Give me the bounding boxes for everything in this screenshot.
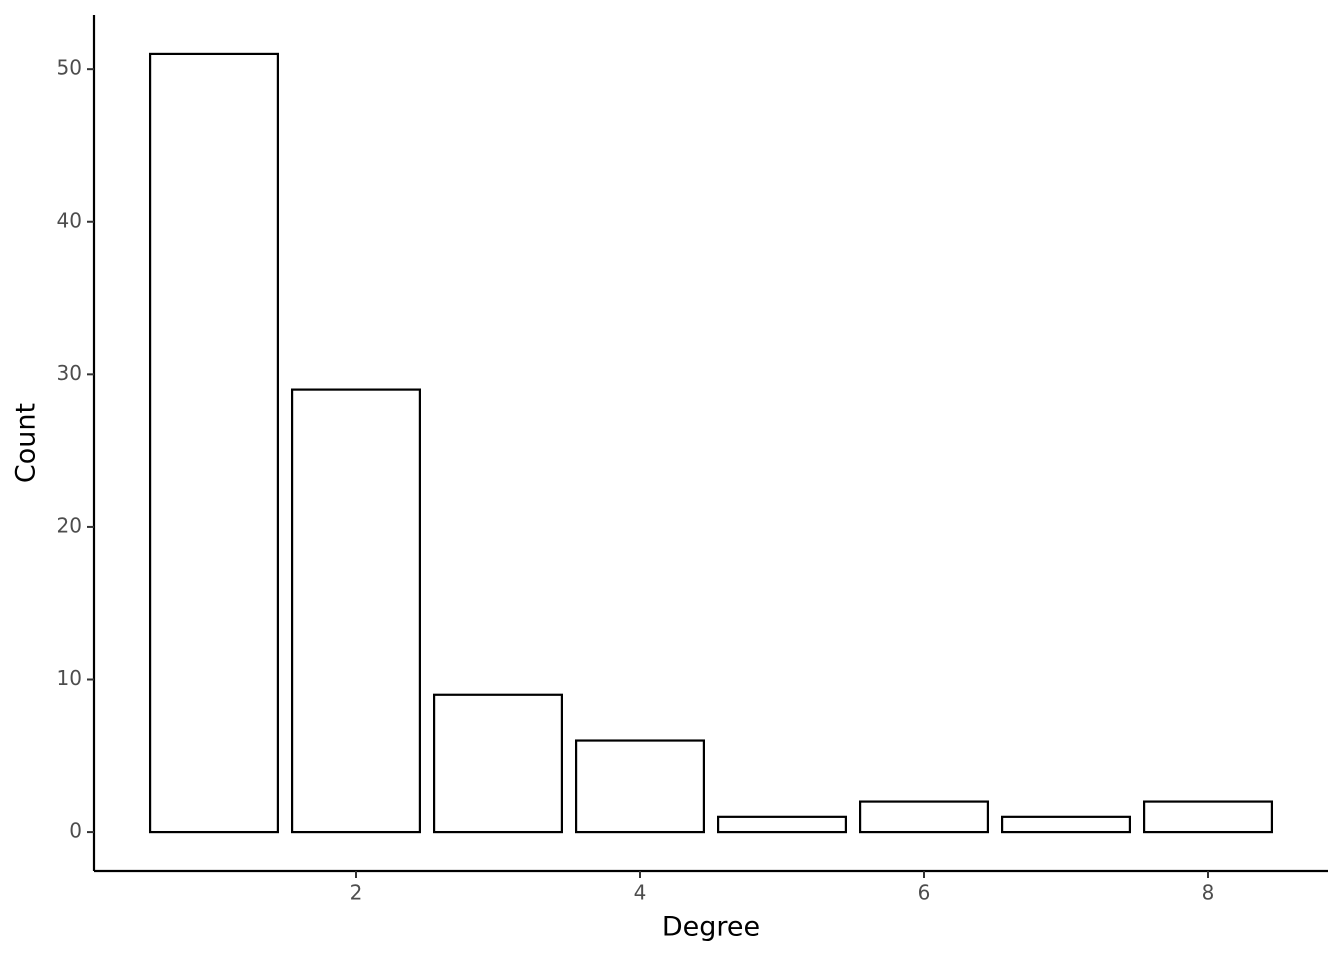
y-axis-title: Count bbox=[11, 403, 42, 483]
x-tick-label: 2 bbox=[350, 881, 363, 905]
y-tick-label: 10 bbox=[57, 666, 82, 690]
bar bbox=[432, 693, 563, 834]
y-tick-label: 20 bbox=[57, 513, 82, 537]
bar bbox=[1143, 800, 1274, 834]
x-tick-label: 6 bbox=[918, 881, 931, 905]
x-tick-label: 4 bbox=[634, 881, 647, 905]
bar bbox=[859, 800, 990, 834]
bar bbox=[574, 739, 705, 834]
x-tick-label: 8 bbox=[1202, 881, 1215, 905]
bar bbox=[1001, 815, 1132, 834]
bar bbox=[290, 388, 421, 834]
y-tick-label: 40 bbox=[57, 208, 82, 232]
y-tick-label: 0 bbox=[69, 819, 82, 843]
y-tick-label: 50 bbox=[57, 56, 82, 80]
x-axis-title: Degree bbox=[662, 912, 760, 943]
y-tick-label: 30 bbox=[57, 361, 82, 385]
bar bbox=[717, 815, 848, 834]
bar bbox=[148, 52, 279, 834]
